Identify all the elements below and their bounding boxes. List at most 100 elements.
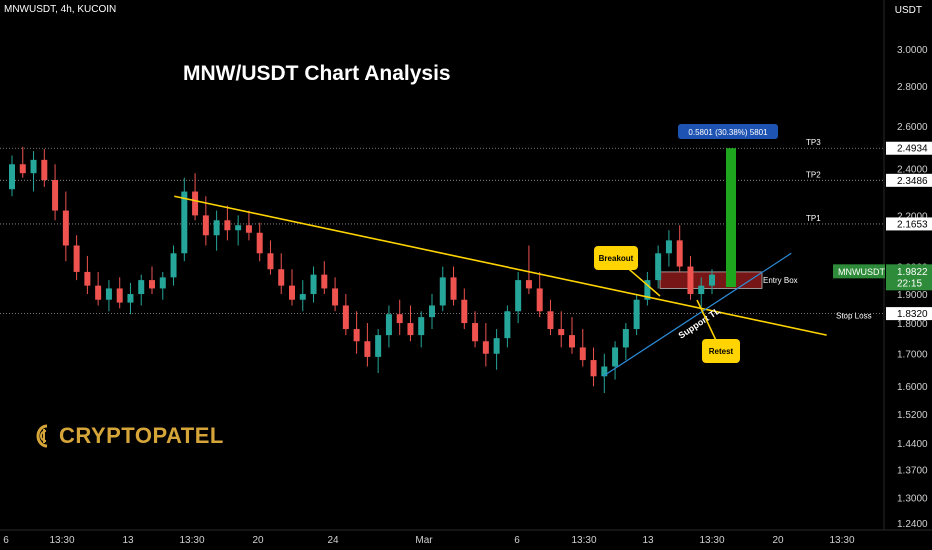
candle-body [224, 220, 231, 231]
support-tl-label: Support TL [677, 305, 723, 340]
level-price-value: 2.4934 [897, 144, 928, 155]
candle-body [62, 210, 69, 246]
trendlines [174, 195, 827, 377]
chart-title: MNW/USDT Chart Analysis [183, 62, 451, 85]
candle-body [558, 329, 565, 336]
y-tick-label: 1.3000 [897, 494, 928, 505]
candle-body [665, 240, 672, 254]
candle-body [278, 269, 285, 286]
level-price-value: 2.3486 [897, 176, 928, 187]
candle-body [385, 314, 392, 336]
candle-body [332, 288, 339, 306]
level-label: Stop Loss [836, 312, 872, 321]
x-tick-label: 13:30 [699, 535, 724, 546]
price-level-lines [0, 147, 884, 315]
candle-body [525, 280, 532, 289]
candle-body [30, 159, 37, 174]
y-tick-label: 3.0000 [897, 45, 928, 56]
candle-body [472, 323, 479, 342]
level-price-tag [886, 217, 932, 231]
symbol-header: MNWUSDT, 4h, KUCOIN [4, 4, 117, 15]
candle-body [116, 288, 123, 303]
y-tick-label: 1.5200 [897, 410, 928, 421]
y-tick-label: 1.3700 [897, 466, 928, 477]
candle-body [407, 323, 414, 336]
level-label: TP1 [806, 214, 821, 223]
y-tick-label: 1.2400 [897, 519, 928, 530]
candle-body [95, 285, 102, 300]
x-tick-label: 13:30 [829, 535, 854, 546]
candle-body [676, 240, 683, 267]
y-tick-label: 2.6000 [897, 122, 928, 133]
x-tick-label: 6 [514, 535, 520, 546]
candle-body [149, 280, 155, 289]
cryptopatel-logo-icon [36, 424, 48, 448]
candle-body [170, 253, 177, 278]
candle-body [375, 335, 382, 357]
symbol-tag [833, 264, 885, 279]
candle-body [181, 191, 188, 254]
candle-body [299, 294, 306, 300]
candle-body [9, 164, 15, 190]
breakout-box [594, 246, 638, 270]
candle-body [655, 253, 662, 281]
target-bar [726, 148, 736, 288]
x-tick-label: 13:30 [179, 535, 204, 546]
candle-body [439, 277, 446, 306]
level-price-value: 1.8320 [897, 309, 928, 320]
countdown-value: 22:15 [897, 278, 922, 289]
candle-body [159, 277, 166, 289]
candle-body [698, 285, 705, 295]
x-tick-label: 13 [642, 535, 654, 546]
watermark-text: CRYPTOPATEL [59, 423, 224, 448]
candle-body [644, 280, 651, 300]
candle-body [105, 288, 112, 300]
candle-body [482, 341, 489, 354]
candle-body [622, 329, 629, 348]
candle-body [504, 311, 511, 339]
candle-body [267, 253, 274, 270]
x-tick-label: 13:30 [49, 535, 74, 546]
candle-body [213, 220, 220, 236]
candle-body [19, 164, 26, 174]
candle-body [515, 280, 522, 312]
candle-body [41, 159, 48, 181]
candle-body [601, 366, 608, 377]
candle-body [569, 335, 575, 348]
candle-body [461, 299, 468, 324]
measure-label: 0.5801 (30.38%) 5801 [688, 128, 768, 137]
support-trendline [602, 252, 792, 377]
y-tick-label: 2.2000 [897, 211, 928, 222]
resistance-trendline [174, 195, 827, 336]
candle-body [353, 329, 360, 342]
level-price-value: 2.1653 [897, 219, 928, 230]
candle-body [245, 225, 252, 233]
candle-body [73, 245, 80, 272]
x-tick-label: 24 [327, 535, 339, 546]
candle-body [536, 288, 543, 312]
trade-zones [659, 148, 763, 289]
entry-box-label: Entry Box [763, 276, 798, 285]
y-tick-label: 1.8000 [897, 319, 928, 330]
candle-body [633, 299, 640, 330]
x-tick-label: 13:30 [571, 535, 596, 546]
level-label: TP2 [806, 170, 821, 179]
current-price-tag [886, 264, 932, 291]
retest-box [702, 339, 740, 363]
level-price-tag [886, 307, 932, 321]
candle-body [493, 338, 500, 354]
candle-body [396, 314, 403, 324]
candle-body [429, 305, 435, 318]
breakout-label: Breakout [599, 254, 634, 263]
candle-body [310, 274, 317, 295]
x-tick-label: 13 [122, 535, 134, 546]
candle-body [590, 360, 597, 377]
candle-body [235, 225, 242, 231]
candle-body [709, 274, 715, 286]
candle-body [289, 285, 295, 300]
retest-label: Retest [709, 347, 734, 356]
candle-body [127, 294, 134, 303]
candle-body [547, 311, 554, 330]
